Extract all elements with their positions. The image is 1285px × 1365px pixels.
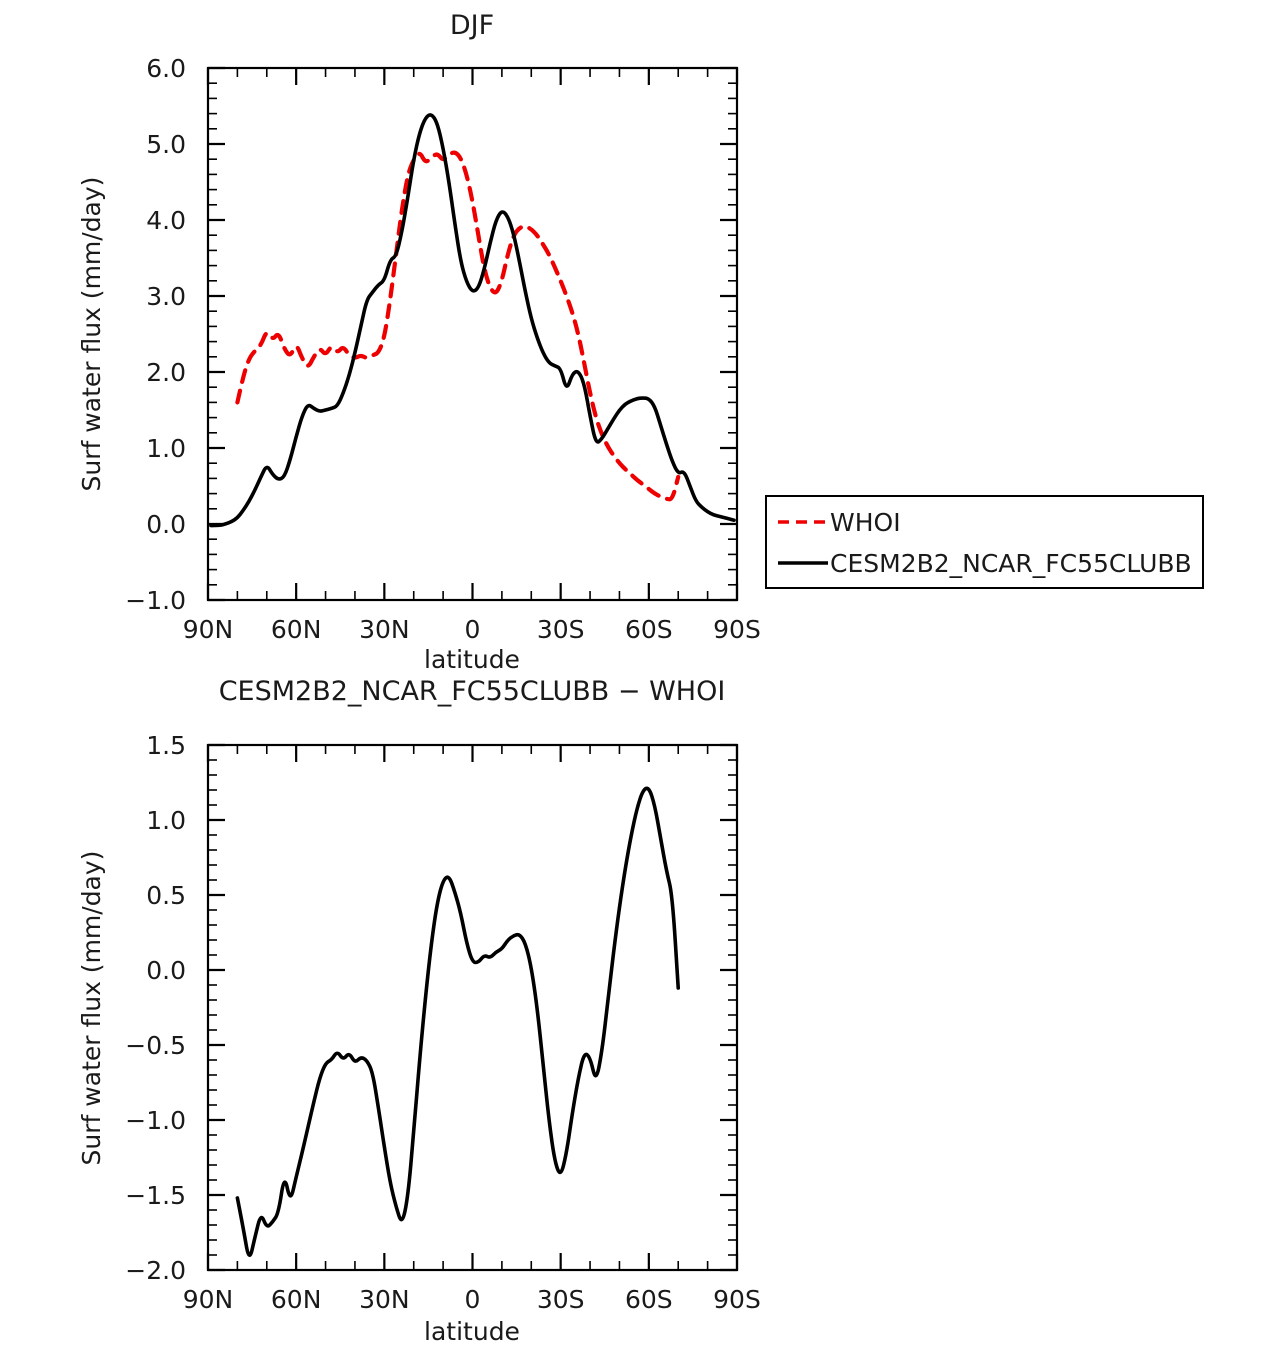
panel-difference-y-ticks — [208, 743, 737, 1272]
y-tick-label: 6.0 — [146, 54, 186, 83]
y-tick-label: 4.0 — [146, 206, 186, 235]
panel-djf-x-axis-label: latitude — [424, 645, 520, 674]
y-tick-label: 3.0 — [146, 282, 186, 311]
x-tick-label: 60S — [625, 1285, 673, 1314]
y-tick-label: −1.0 — [125, 1106, 186, 1135]
panel-difference-x-axis-label: latitude — [424, 1317, 520, 1346]
panel-djf-y-axis-label: Surf water flux (mm/day) — [77, 177, 106, 492]
x-tick-label: 90N — [183, 615, 234, 644]
panel-djf-series-group — [209, 113, 736, 528]
y-tick-label: 1.5 — [146, 731, 186, 760]
x-tick-label: 30N — [359, 1285, 410, 1314]
y-tick-label: 0.0 — [146, 510, 186, 539]
x-tick-label: 30N — [359, 615, 410, 644]
x-tick-label: 60N — [271, 1285, 322, 1314]
x-tick-label: 90S — [713, 615, 761, 644]
panel-djf-plot-frame — [206, 66, 739, 602]
panel-difference-y-tick-labels: 1.5 1.0 0.5 0.0 −0.5 −1.0 −1.5 −2.0 — [125, 731, 186, 1285]
x-tick-label: 90N — [183, 1285, 234, 1314]
x-tick-label: 0 — [465, 1285, 481, 1314]
y-tick-label: 1.0 — [146, 806, 186, 835]
panel-djf-y-tick-labels: 6.0 5.0 4.0 3.0 2.0 1.0 0.0 −1.0 — [125, 54, 186, 615]
y-tick-label: −1.5 — [125, 1181, 186, 1210]
panel-djf-title: DJF — [450, 10, 494, 41]
y-tick-label: −2.0 — [125, 1256, 186, 1285]
y-tick-label: 2.0 — [146, 358, 186, 387]
x-tick-label: 60S — [625, 615, 673, 644]
panel-difference-plot-frame — [206, 743, 739, 1272]
x-tick-label: 60N — [271, 615, 322, 644]
y-tick-label: 5.0 — [146, 130, 186, 159]
panel-djf-legend[interactable]: WHOI CESM2B2_NCAR_FC55CLUBB — [765, 495, 1204, 589]
panel-difference-y-axis-label: Surf water flux (mm/day) — [77, 851, 106, 1166]
panel-difference: CESM2B2_NCAR_FC55CLUBB − WHOI 1.5 1.0 0.5 0… — [0, 660, 1285, 1365]
panel-djf-y-ticks — [208, 66, 737, 602]
x-tick-label: 90S — [713, 1285, 761, 1314]
series-line-whoi — [235, 150, 681, 502]
panel-difference-title: CESM2B2_NCAR_FC55CLUBB − WHOI — [219, 676, 726, 707]
panel-difference-svg: CESM2B2_NCAR_FC55CLUBB − WHOI 1.5 1.0 0.5 0… — [77, 676, 761, 1346]
x-tick-label: 0 — [465, 615, 481, 644]
y-tick-label: 0.5 — [146, 881, 186, 910]
panel-djf-x-ticks — [206, 68, 739, 600]
series-line-model — [209, 113, 736, 528]
legend-label-model: CESM2B2_NCAR_FC55CLUBB — [830, 549, 1192, 578]
panel-difference-series-group — [235, 786, 681, 1257]
legend-box — [765, 495, 1204, 589]
panel-difference-x-tick-labels: 90N 60N 30N 0 30S 60S 90S — [183, 1285, 761, 1314]
y-tick-label: 1.0 — [146, 434, 186, 463]
panel-djf-svg: DJF 6.0 5.0 4.0 3.0 2.0 1.0 0.0 −1.0 90N 60N 30N 0… — [77, 10, 1204, 674]
panel-djf: DJF 6.0 5.0 4.0 3.0 2.0 1.0 0.0 −1.0 90N 60N 30N 0… — [77, 10, 1204, 674]
series-line-model — [235, 786, 681, 1257]
y-tick-label: 0.0 — [146, 956, 186, 985]
legend-label-whoi: WHOI — [830, 508, 901, 537]
y-tick-label: −0.5 — [125, 1031, 186, 1060]
y-tick-label: −1.0 — [125, 586, 186, 615]
x-tick-label: 30S — [537, 1285, 585, 1314]
x-tick-label: 30S — [537, 615, 585, 644]
panel-djf-x-tick-labels: 90N 60N 30N 0 30S 60S 90S — [183, 615, 761, 644]
